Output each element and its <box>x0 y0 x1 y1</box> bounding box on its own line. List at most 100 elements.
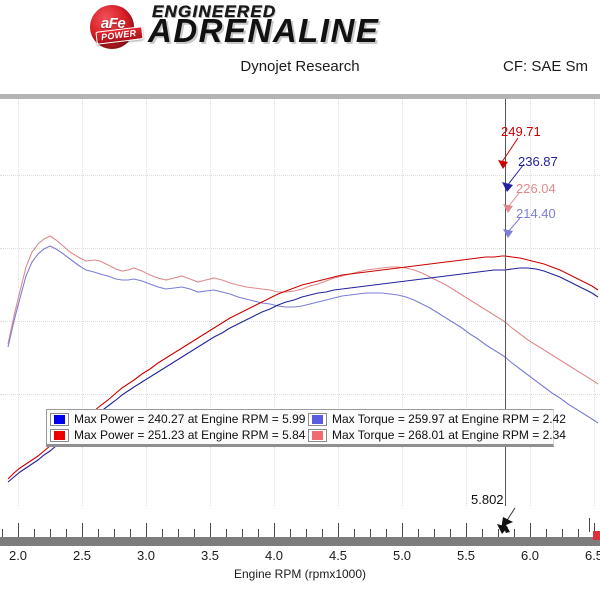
x-tick-minor <box>34 529 35 537</box>
vertical-gridline <box>146 99 148 506</box>
x-tick-major <box>146 523 147 537</box>
vertical-gridline <box>594 99 596 506</box>
x-tick-minor <box>130 529 131 537</box>
x-tick-minor <box>562 529 563 537</box>
x-tick-minor <box>322 529 323 537</box>
vertical-gridline <box>466 99 468 506</box>
x-tick-label: 6.0 <box>520 548 540 563</box>
legend-swatch-box <box>308 428 327 442</box>
x-tick-minor <box>2 529 3 537</box>
legend-swatch-box <box>50 428 69 442</box>
x-tick-minor <box>162 529 163 537</box>
x-axis-bar[interactable] <box>0 537 600 546</box>
legend-item-power-modified[interactable]: Max Power = 251.23 at Engine RPM = 5.84 <box>47 427 305 443</box>
legend-column-torque: Max Torque = 259.97 at Engine RPM = 2.42… <box>305 410 566 444</box>
vertical-gridline <box>210 99 212 506</box>
x-tick-minor <box>434 529 435 537</box>
cursor-rpm-readout: 5.802 <box>471 492 504 507</box>
legend-swatch-red-icon <box>54 430 65 440</box>
legend-label: Max Power = 251.23 at Engine RPM = 5.84 <box>74 428 306 442</box>
cursor-vertical-line[interactable] <box>505 99 506 506</box>
legend-swatch-blue-icon <box>54 414 65 424</box>
x-tick-label: 6.5 <box>584 548 600 563</box>
vertical-gridline <box>338 99 340 506</box>
x-tick-minor <box>290 529 291 537</box>
x-tick-minor <box>98 529 99 537</box>
x-tick-major <box>530 523 531 537</box>
curve-torque-baseline <box>7 245 599 424</box>
x-tick-label: 3.5 <box>200 548 220 563</box>
plot-top-border <box>0 94 600 99</box>
x-tick-minor <box>66 529 67 537</box>
leader-line-214 <box>503 217 521 238</box>
x-tick-label: 3.0 <box>136 548 156 563</box>
leader-line-249 <box>498 137 519 169</box>
x-tick-minor <box>482 529 483 537</box>
x-tick-minor <box>370 529 371 537</box>
horizontal-gridline <box>0 175 600 177</box>
x-tick-major <box>466 523 467 537</box>
x-tick-minor <box>450 529 451 537</box>
axis-slider-thumb-icon[interactable] <box>500 516 516 534</box>
x-tick-major <box>338 523 339 537</box>
x-tick-minor <box>498 529 499 537</box>
curve-torque-modified <box>7 235 599 385</box>
legend-label: Max Torque = 268.01 at Engine RPM = 2.34 <box>332 428 566 442</box>
x-tick-minor <box>242 529 243 537</box>
legend-label: Max Torque = 259.97 at Engine RPM = 2.42 <box>332 412 566 426</box>
x-tick-major <box>402 523 403 537</box>
x-tick-major <box>274 523 275 537</box>
x-tick-minor <box>418 529 419 537</box>
vertical-gridline <box>530 99 532 506</box>
cursor-value-power-baseline: 236.87 <box>518 154 558 169</box>
chart-legend: Max Power = 240.27 at Engine RPM = 5.99 … <box>46 409 566 447</box>
horizontal-gridline <box>0 394 600 396</box>
afe-power-logo: aFe ® POWER <box>86 4 144 50</box>
x-tick-major <box>594 523 595 537</box>
legend-label: Max Power = 240.27 at Engine RPM = 5.99 <box>74 412 306 426</box>
cursor-value-torque-baseline: 214.40 <box>516 206 556 221</box>
vertical-gridline <box>82 99 84 506</box>
vertical-gridline <box>274 99 276 506</box>
x-tick-minor <box>114 529 115 537</box>
x-tick-label: 4.5 <box>328 548 348 563</box>
x-tick-minor <box>514 529 515 537</box>
legend-item-power-baseline[interactable]: Max Power = 240.27 at Engine RPM = 5.99 <box>47 411 305 427</box>
legend-item-torque-modified[interactable]: Max Torque = 268.01 at Engine RPM = 2.34 <box>305 427 566 443</box>
curve-power-baseline <box>7 267 599 483</box>
x-axis: 2.0 2.5 3.0 3.5 4.0 4.5 5.0 5.5 6.0 6.5 … <box>0 506 600 600</box>
x-tick-label: 2.0 <box>8 548 28 563</box>
x-tick-minor <box>546 529 547 537</box>
x-tick-major <box>210 523 211 537</box>
horizontal-gridline <box>0 248 600 250</box>
legend-swatch-box <box>50 412 69 426</box>
axis-end-tick <box>589 518 590 532</box>
leader-line-226 <box>503 191 521 213</box>
x-tick-minor <box>354 529 355 537</box>
x-tick-minor <box>226 529 227 537</box>
legend-swatch-box <box>308 412 327 426</box>
legend-swatch-light-red-icon <box>312 430 323 440</box>
legend-item-torque-baseline[interactable]: Max Torque = 259.97 at Engine RPM = 2.42 <box>305 411 566 427</box>
logo-afe-text: aFe <box>100 15 126 32</box>
x-tick-label: 4.0 <box>264 548 284 563</box>
legend-column-power: Max Power = 240.27 at Engine RPM = 5.99 … <box>47 410 305 444</box>
x-tick-minor <box>258 529 259 537</box>
axis-end-marker-icon[interactable] <box>593 531 600 540</box>
x-tick-minor <box>386 529 387 537</box>
leader-line-236 <box>502 163 525 192</box>
tagline-engineered: ENGINEERED <box>152 2 277 21</box>
x-tick-minor <box>178 529 179 537</box>
x-tick-minor <box>50 529 51 537</box>
x-tick-major <box>18 523 19 537</box>
x-axis-title: Engine RPM (rpmx1000) <box>233 567 367 581</box>
cursor-value-power-modified: 249.71 <box>501 124 541 139</box>
page-header: aFe ® POWER ENGINEERED ADRENALINE <box>0 0 600 52</box>
logo-trademark-icon: ® <box>130 12 134 18</box>
horizontal-gridline <box>0 321 600 323</box>
chart-title: Dynojet Research <box>240 58 360 75</box>
vertical-gridline <box>402 99 404 506</box>
x-tick-minor <box>306 529 307 537</box>
legend-swatch-light-blue-icon <box>312 414 323 424</box>
x-tick-major <box>82 523 83 537</box>
